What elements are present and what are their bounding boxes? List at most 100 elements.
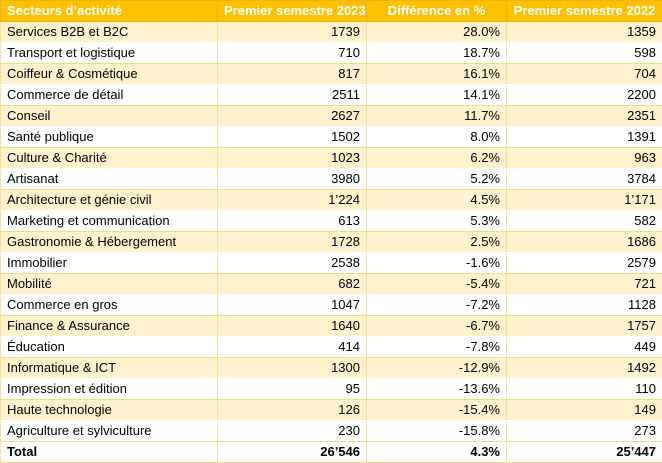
difference-cell: 5.3% (367, 211, 507, 232)
h1-2023-cell: 26’546 (218, 442, 367, 463)
difference-cell: -13.6% (367, 379, 507, 400)
sector-cell: Culture & Charité (1, 148, 218, 169)
sector-cell: Immobilier (1, 253, 218, 274)
difference-cell: 11.7% (367, 106, 507, 127)
sector-cell: Coiffeur & Cosmétique (1, 64, 218, 85)
h1-2023-cell: 2511 (218, 85, 367, 106)
h1-2022-cell: 1492 (507, 358, 662, 379)
h1-2022-cell: 1128 (507, 295, 662, 316)
h1-2022-cell: 1’171 (507, 190, 662, 211)
h1-2022-cell: 2579 (507, 253, 662, 274)
h1-2022-cell: 2200 (507, 85, 662, 106)
difference-cell: 16.1% (367, 64, 507, 85)
difference-cell: 5.2% (367, 169, 507, 190)
difference-cell: 14.1% (367, 85, 507, 106)
difference-cell: -5.4% (367, 274, 507, 295)
sector-cell: Santé publique (1, 127, 218, 148)
h1-2023-cell: 1739 (218, 22, 367, 43)
column-header-sector[interactable]: Secteurs d’activité (1, 1, 218, 22)
sector-cell: Impression et édition (1, 379, 218, 400)
column-header-difference[interactable]: Différence en % (367, 1, 507, 22)
h1-2023-cell: 95 (218, 379, 367, 400)
sector-cell: Total (1, 442, 218, 463)
h1-2022-cell: 3784 (507, 169, 662, 190)
column-header-h1-2022[interactable]: Premier semestre 2022 (507, 1, 662, 22)
h1-2022-cell: 1359 (507, 22, 662, 43)
difference-cell: 2.5% (367, 232, 507, 253)
h1-2023-cell: 682 (218, 274, 367, 295)
h1-2023-cell: 817 (218, 64, 367, 85)
table-header: Secteurs d’activité Premier semestre 202… (1, 1, 662, 22)
h1-2023-cell: 1502 (218, 127, 367, 148)
difference-cell: 4.3% (367, 442, 507, 463)
sector-cell: Informatique & ICT (1, 358, 218, 379)
h1-2023-cell: 613 (218, 211, 367, 232)
sector-cell: Conseil (1, 106, 218, 127)
sector-cell: Services B2B et B2C (1, 22, 218, 43)
h1-2023-cell: 3980 (218, 169, 367, 190)
difference-cell: 6.2% (367, 148, 507, 169)
difference-cell: -7.2% (367, 295, 507, 316)
sector-cell: Transport et logistique (1, 43, 218, 64)
sector-cell: Architecture et génie civil (1, 190, 218, 211)
h1-2023-cell: 2627 (218, 106, 367, 127)
difference-cell: -15.4% (367, 400, 507, 421)
difference-cell: 28.0% (367, 22, 507, 43)
h1-2023-cell: 1300 (218, 358, 367, 379)
header-row: Secteurs d’activité Premier semestre 202… (1, 1, 662, 22)
difference-cell: -12.9% (367, 358, 507, 379)
h1-2023-cell: 710 (218, 43, 367, 64)
difference-cell: 18.7% (367, 43, 507, 64)
h1-2023-cell: 230 (218, 421, 367, 442)
sector-cell: Mobilité (1, 274, 218, 295)
h1-2022-cell: 449 (507, 337, 662, 358)
h1-2022-cell: 582 (507, 211, 662, 232)
h1-2022-cell: 721 (507, 274, 662, 295)
sector-cell: Finance & Assurance (1, 316, 218, 337)
difference-cell: -7.8% (367, 337, 507, 358)
h1-2023-cell: 414 (218, 337, 367, 358)
h1-2022-cell: 1757 (507, 316, 662, 337)
sector-cell: Commerce en gros (1, 295, 218, 316)
difference-cell: -15.8% (367, 421, 507, 442)
h1-2022-cell: 1391 (507, 127, 662, 148)
h1-2022-cell: 1686 (507, 232, 662, 253)
sector-cell: Gastronomie & Hébergement (1, 232, 218, 253)
h1-2023-cell: 1728 (218, 232, 367, 253)
h1-2022-cell: 598 (507, 43, 662, 64)
difference-cell: 8.0% (367, 127, 507, 148)
h1-2022-cell: 704 (507, 64, 662, 85)
h1-2023-cell: 1047 (218, 295, 367, 316)
sector-cell: Éducation (1, 337, 218, 358)
sector-cell: Haute technologie (1, 400, 218, 421)
h1-2022-cell: 963 (507, 148, 662, 169)
h1-2022-cell: 2351 (507, 106, 662, 127)
column-header-h1-2023[interactable]: Premier semestre 2023 (218, 1, 367, 22)
difference-cell: -1.6% (367, 253, 507, 274)
h1-2022-cell: 273 (507, 421, 662, 442)
h1-2023-cell: 126 (218, 400, 367, 421)
